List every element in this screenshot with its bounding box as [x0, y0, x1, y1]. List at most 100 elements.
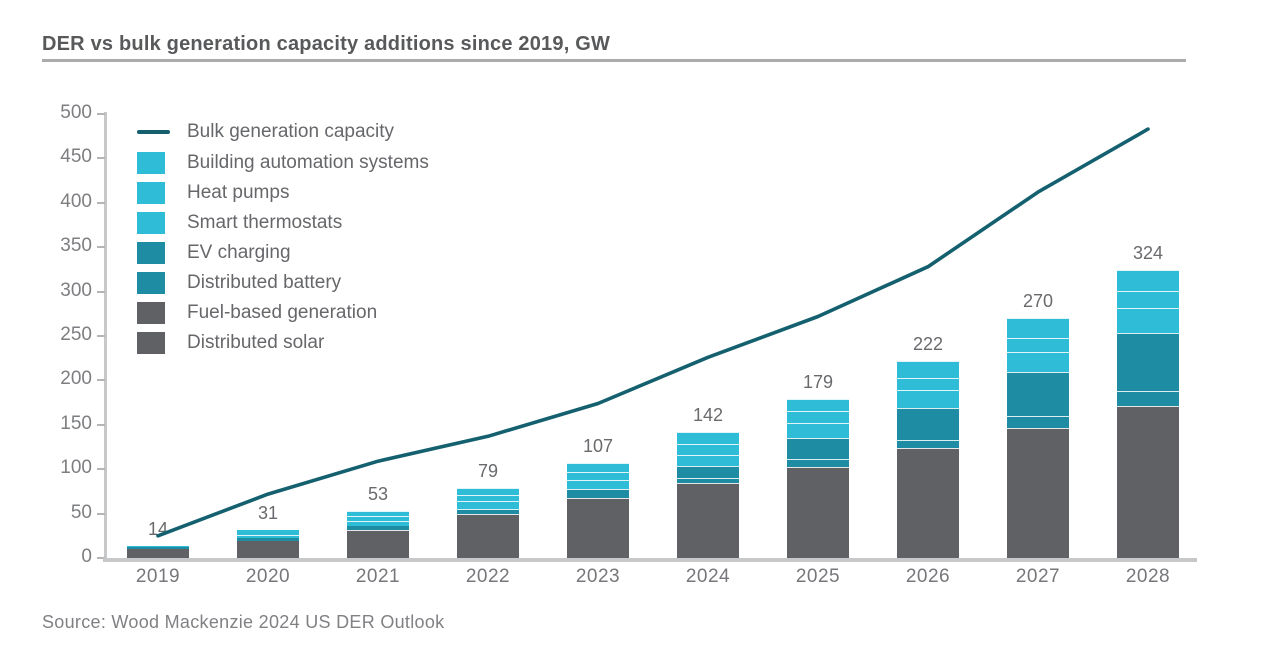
x-axis-baseline: [103, 558, 1197, 562]
y-axis-tick-label: 150: [60, 412, 92, 434]
bar-total-label: 107: [582, 435, 614, 456]
bar-segment-ev-charging: [567, 488, 629, 496]
bar-segment-fuel-based-generation: [1117, 406, 1179, 479]
bar-segment-ev-charging: [1117, 333, 1179, 392]
legend-swatch-smart-thermostats: [137, 212, 165, 234]
bar-segment-building-automation-systems: [787, 399, 849, 412]
bar-total-label: 53: [367, 483, 389, 504]
y-axis-tick: [97, 557, 105, 559]
bar-segment-building-automation-systems: [237, 530, 299, 534]
title-underline: [42, 59, 1186, 62]
x-axis-label: 2020: [245, 566, 291, 587]
bar-segment-fuel-based-generation: [237, 540, 299, 553]
bar-segment-heat-pumps: [1007, 337, 1069, 352]
bar-segment-distributed-battery: [897, 439, 959, 448]
legend-line-swatch: [137, 130, 170, 134]
bar-segment-fuel-based-generation: [1007, 428, 1069, 489]
y-axis-line: [104, 112, 107, 562]
y-axis-tick-label: 500: [60, 102, 92, 123]
bar-segment-heat-pumps: [237, 533, 299, 536]
legend-swatch-fuel-based-generation: [137, 302, 165, 324]
y-axis-tick-label: 100: [60, 457, 92, 479]
y-axis-tick: [97, 113, 105, 115]
y-axis-tick-label: 0: [81, 546, 92, 567]
legend-swatch-building-automation-systems: [137, 152, 165, 174]
y-axis-tick-label: 450: [60, 146, 92, 168]
y-axis-tick: [97, 468, 105, 471]
bar-total-label: 179: [802, 372, 834, 393]
legend-swatch-distributed-solar: [137, 332, 165, 354]
y-axis-tick-label: 250: [60, 324, 92, 345]
bar-segment-heat-pumps: [457, 494, 519, 502]
bar-segment-smart-thermostats: [567, 479, 629, 489]
y-axis-tick-label: 300: [60, 279, 92, 301]
bar-segment-fuel-based-generation: [897, 447, 959, 501]
chart-title: DER vs bulk generation capacity addition…: [42, 33, 611, 55]
bar-segment-smart-thermostats: [677, 454, 739, 466]
bar-segment-building-automation-systems: [677, 431, 739, 445]
bar-segment-ev-charging: [237, 538, 299, 540]
bar-segment-distributed-battery: [1007, 415, 1069, 429]
legend-swatch-ev-charging: [137, 242, 165, 264]
bar-segment-building-automation-systems: [457, 487, 519, 495]
x-axis-label: 2021: [355, 566, 401, 587]
legend-label: Distributed solar: [187, 332, 325, 353]
bar-segment-heat-pumps: [897, 377, 959, 391]
y-axis-tick: [97, 379, 105, 382]
x-axis-label: 2027: [1015, 566, 1061, 587]
x-axis-label: 2025: [795, 566, 841, 587]
bar-segment-smart-thermostats: [1117, 308, 1179, 334]
x-axis-label: 2024: [685, 566, 731, 587]
bar-segment-heat-pumps: [1117, 290, 1179, 309]
bar-segment-building-automation-systems: [567, 462, 629, 472]
legend-label: Distributed battery: [187, 272, 342, 293]
legend-swatch-distributed-battery: [137, 272, 165, 294]
bar-segment-distributed-solar: [1007, 488, 1069, 558]
bar-segment-ev-charging: [1007, 372, 1069, 416]
bar-segment-distributed-battery: [1117, 391, 1179, 407]
y-axis-tick: [97, 201, 105, 204]
bar-segment-smart-thermostats: [347, 521, 409, 527]
legend-label: Building automation systems: [187, 152, 429, 173]
y-axis-tick: [97, 290, 105, 293]
legend-label: Bulk generation capacity: [187, 121, 395, 142]
y-axis-tick: [97, 335, 105, 337]
y-axis-tick-label: 50: [70, 501, 92, 523]
x-axis-label: 2028: [1125, 566, 1171, 587]
bar-segment-distributed-solar: [1117, 478, 1179, 558]
bar-segment-building-automation-systems: [1117, 270, 1179, 291]
bar-segment-fuel-based-generation: [347, 529, 409, 546]
bar-segment-distributed-solar: [567, 528, 629, 558]
bar-segment-heat-pumps: [787, 411, 849, 423]
bar-segment-distributed-solar: [237, 552, 299, 558]
legend-label: Smart thermostats: [187, 212, 343, 233]
x-axis-label: 2022: [465, 566, 511, 587]
bar-segment-distributed-battery: [347, 528, 409, 530]
bar-segment-distributed-solar: [127, 555, 189, 558]
legend-label: Heat pumps: [187, 182, 290, 203]
legend-label: Fuel-based generation: [187, 302, 378, 323]
bar-segment-distributed-battery: [567, 495, 629, 498]
bar-total-label: 31: [257, 503, 279, 524]
bar-segment-smart-thermostats: [127, 546, 189, 548]
bar-segment-smart-thermostats: [237, 535, 299, 539]
bar-segment-building-automation-systems: [897, 360, 959, 378]
bar-segment-smart-thermostats: [457, 501, 519, 509]
bar-segment-ev-charging: [897, 407, 959, 440]
bar-segment-distributed-solar: [787, 510, 849, 558]
bar-segment-fuel-based-generation: [127, 548, 189, 556]
bar-total-label: 324: [1132, 243, 1164, 264]
bar-segment-distributed-solar: [457, 535, 519, 558]
bar-total-label: 14: [147, 518, 169, 539]
bar-segment-distributed-solar: [347, 545, 409, 558]
bar-total-label: 222: [912, 333, 944, 354]
bar-segment-heat-pumps: [677, 444, 739, 455]
bar-segment-ev-charging: [677, 465, 739, 479]
bar-segment-distributed-battery: [787, 459, 849, 467]
bar-total-label: 142: [692, 404, 724, 425]
bar-segment-smart-thermostats: [897, 390, 959, 408]
x-axis-label: 2023: [575, 566, 621, 587]
bar-segment-distributed-battery: [457, 513, 519, 515]
